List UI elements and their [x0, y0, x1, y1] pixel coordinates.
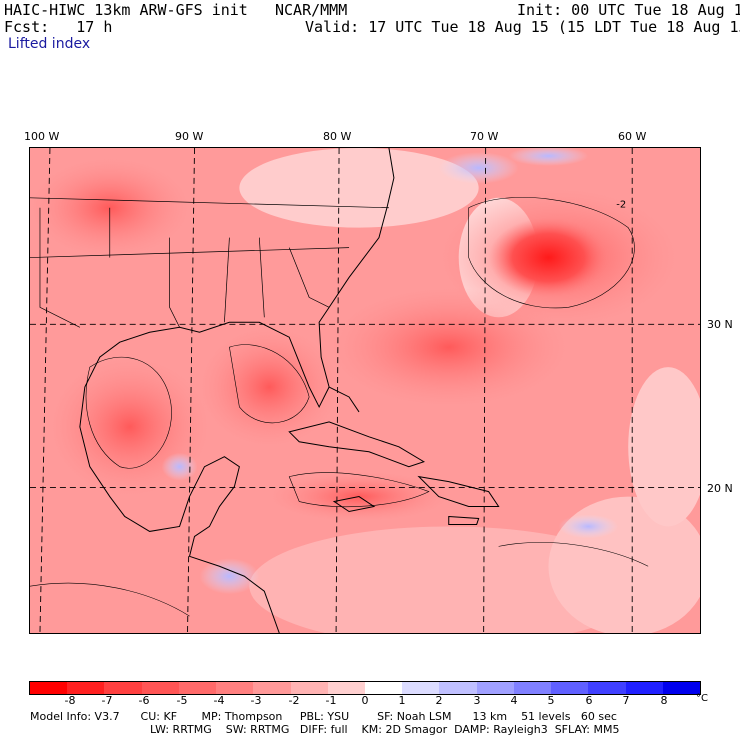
colorbar-swatch [662, 682, 700, 694]
colorbar-swatch [513, 682, 552, 694]
colorbar-tick: -1 [325, 694, 337, 707]
colorbar-tick: 5 [547, 694, 555, 707]
colorbar-swatch [551, 682, 589, 694]
lon-label-70w: 70 W [470, 130, 499, 143]
colorbar-tick: 3 [473, 694, 481, 707]
colorbar-tick: -2 [288, 694, 300, 707]
model-title: HAIC-HIWC 13km ARW-GFS init [4, 1, 248, 19]
init-time: Init: 00 UTC Tue 18 Aug 15 [517, 1, 740, 19]
valid-time: Valid: 17 UTC Tue 18 Aug 15 (15 LDT Tue … [305, 18, 740, 36]
colorbar-swatch [439, 682, 477, 694]
colorbar-tick: 8 [660, 694, 668, 707]
colorbar-swatch [141, 682, 179, 694]
colorbar-swatch [476, 682, 514, 694]
colorbar-swatch [588, 682, 626, 694]
forecast-hour: Fcst: 17 h [4, 18, 113, 36]
colorbar-swatch [253, 682, 291, 694]
colorbar-swatch [625, 682, 663, 694]
org-label: NCAR/MMM [275, 1, 348, 19]
colorbar-tick: 6 [585, 694, 593, 707]
colorbar-swatch [364, 682, 403, 694]
colorbar-swatch [402, 682, 440, 694]
lon-label-90w: 90 W [175, 130, 204, 143]
lon-label-60w: 60 W [618, 130, 647, 143]
colorbar-tick: -5 [176, 694, 188, 707]
colorbar [29, 681, 701, 695]
colorbar-tick: 1 [398, 694, 406, 707]
lon-label-80w: 80 W [323, 130, 352, 143]
colorbar-swatch [178, 682, 217, 694]
lifted-index-map: -2 [29, 147, 701, 634]
model-info-line2: LW: RRTMG SW: RRTMG DIFF: full KM: 2D Sm… [150, 723, 620, 736]
model-info-line1: Model Info: V3.7 CU: KF MP: Thompson PBL… [30, 710, 617, 723]
lat-label-20n: 20 N [707, 482, 733, 495]
contour-label: -2 [616, 200, 626, 211]
field-name: Lifted index [8, 36, 91, 52]
colorbar-swatch [104, 682, 142, 694]
colorbar-swatch [67, 682, 105, 694]
colorbar-tick: -8 [64, 694, 76, 707]
lon-label-100w: 100 W [24, 130, 60, 143]
colorbar-tick: 0 [361, 694, 369, 707]
colorbar-swatch [30, 682, 68, 694]
colorbar-tick: 4 [510, 694, 518, 707]
colorbar-tick: -4 [213, 694, 225, 707]
colorbar-tick: -6 [138, 694, 150, 707]
colorbar-swatch [216, 682, 254, 694]
colorbar-unit: °C [696, 693, 708, 704]
colorbar-tick: -3 [250, 694, 262, 707]
lat-label-30n: 30 N [707, 318, 733, 331]
colorbar-swatch [290, 682, 328, 694]
colorbar-tick: 7 [622, 694, 630, 707]
colorbar-swatch [327, 682, 365, 694]
colorbar-tick: -7 [101, 694, 113, 707]
colorbar-tick: 2 [435, 694, 443, 707]
